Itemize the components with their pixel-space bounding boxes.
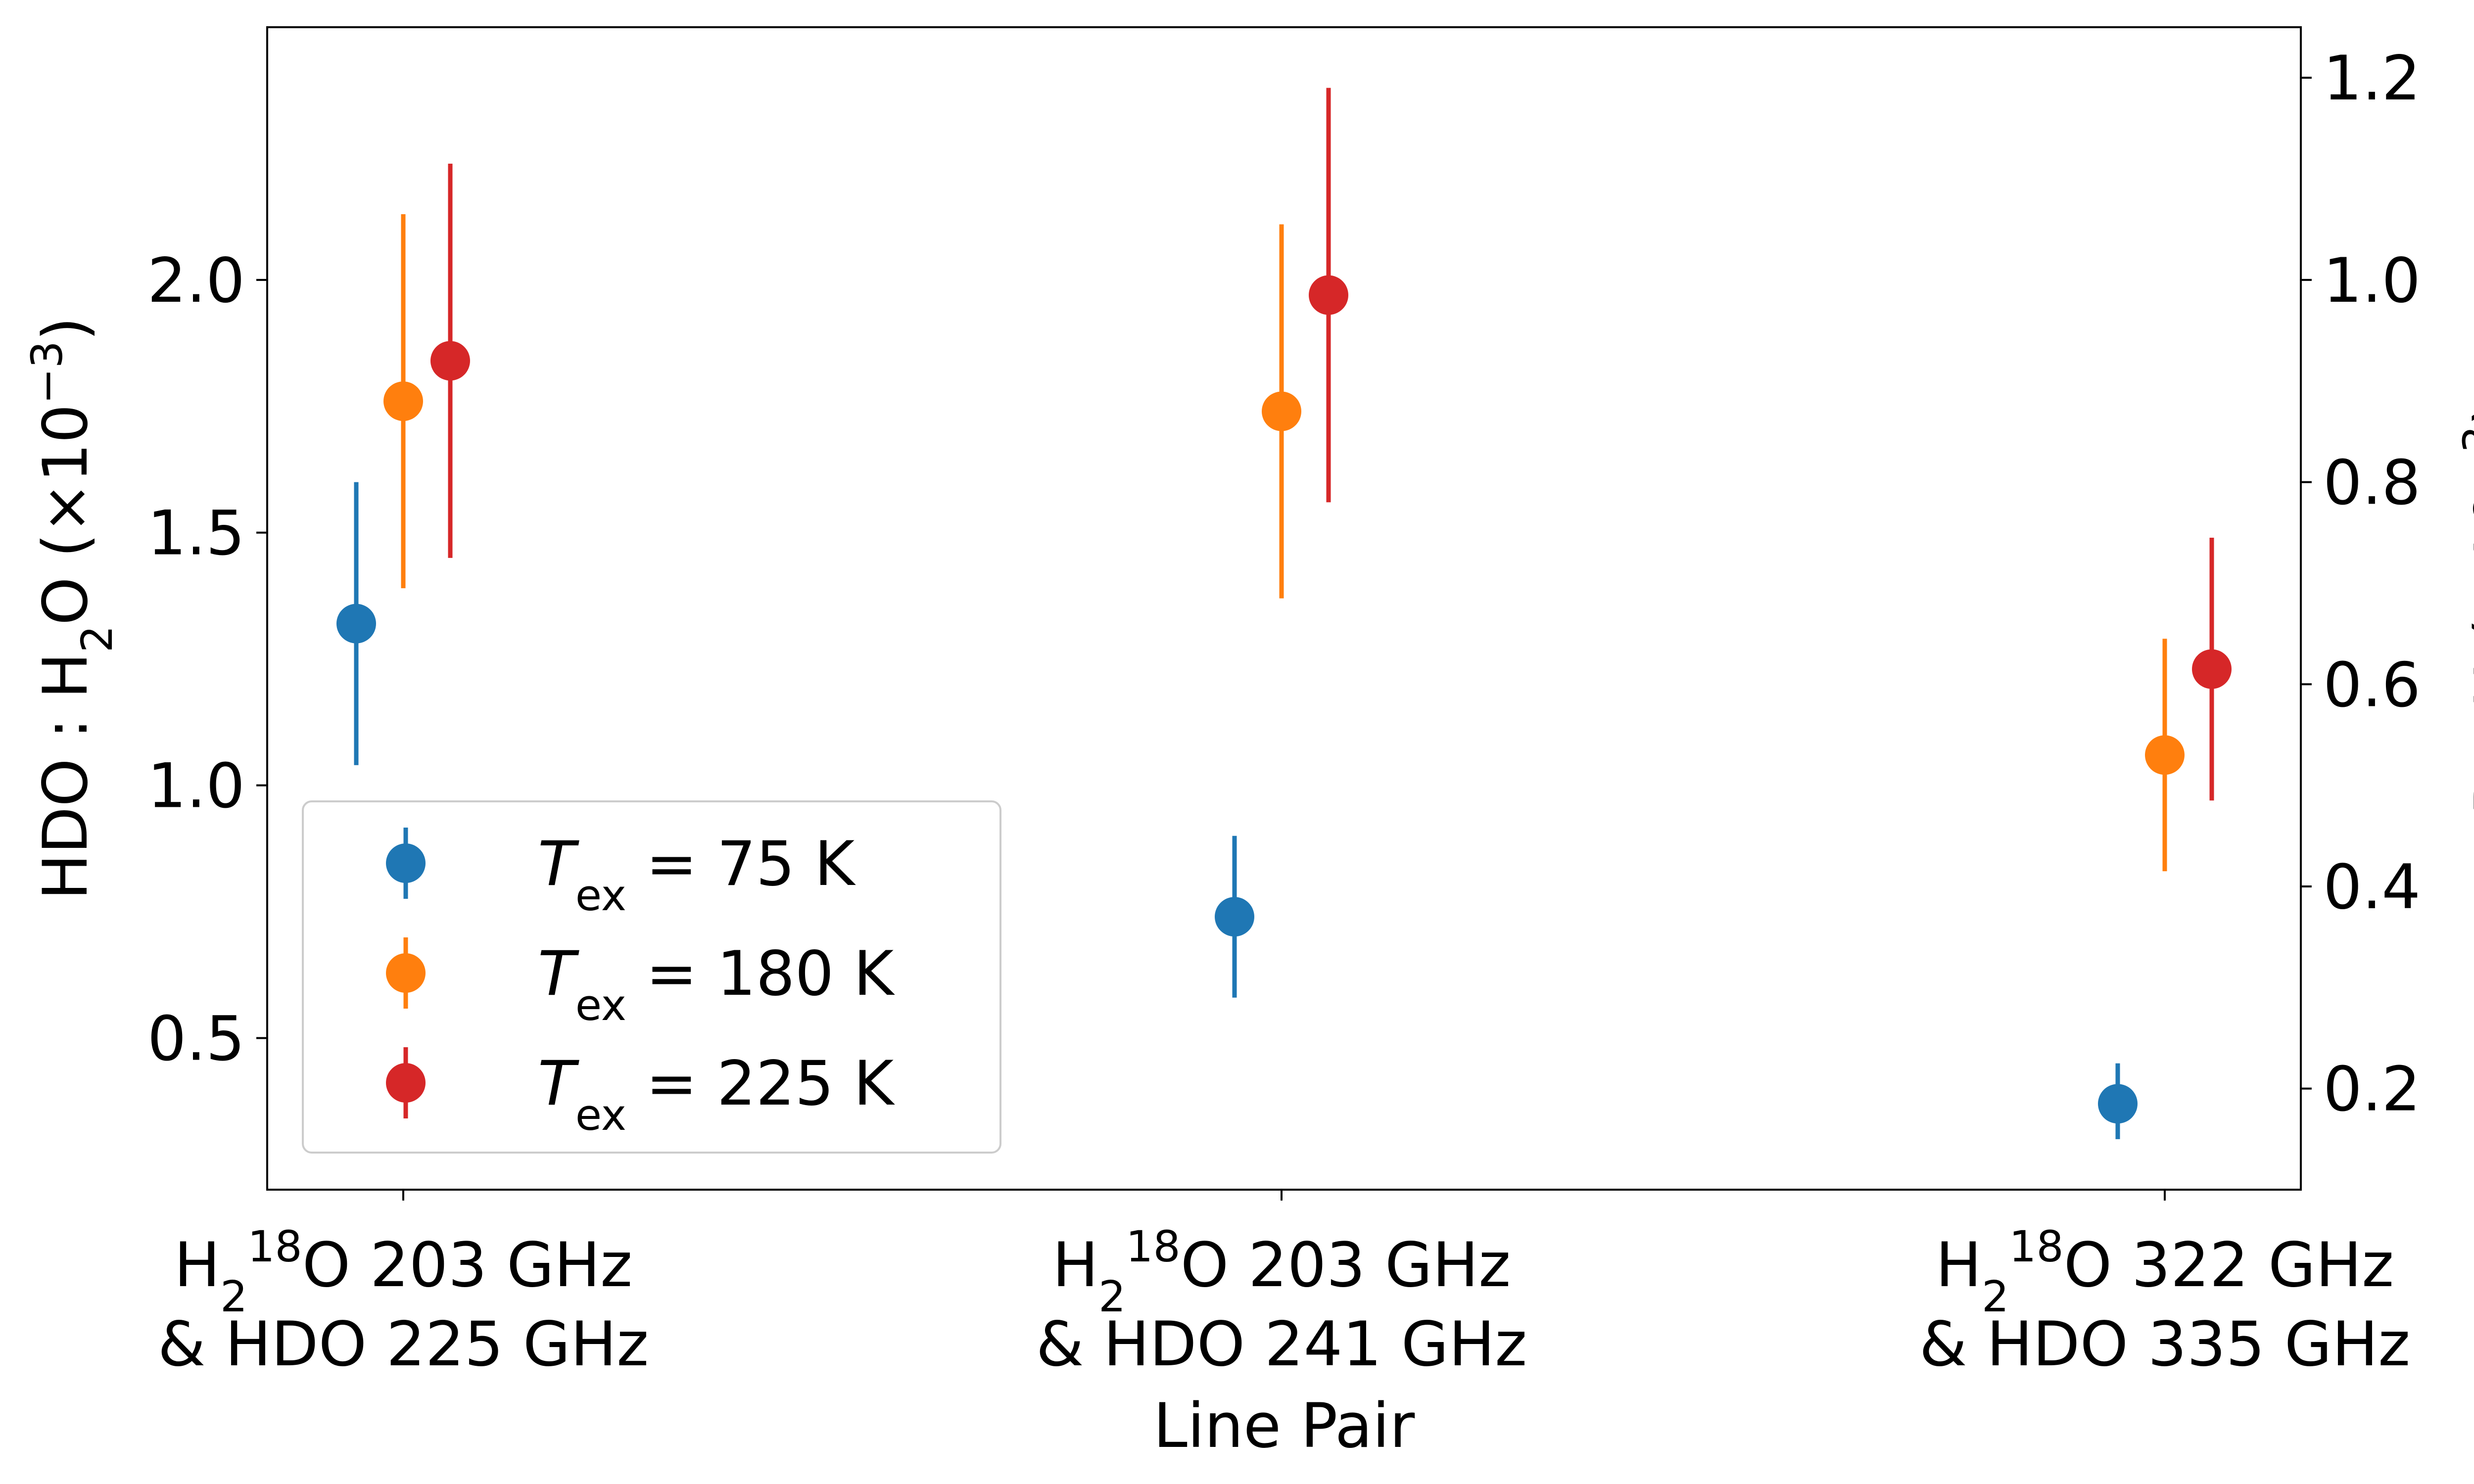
data-point	[1309, 275, 1348, 315]
data-point	[2145, 735, 2185, 775]
x-tick-label-line1: H218O 203 GHz	[1052, 1222, 1511, 1322]
plot-frame	[266, 26, 2302, 1191]
x-tick-label-line2: & HDO 241 GHz	[1036, 1309, 1527, 1380]
data-point	[336, 603, 376, 644]
data-point	[1262, 391, 1301, 431]
legend-marker	[386, 843, 426, 883]
data-point	[430, 341, 470, 381]
left-y-tick-label: 1.0	[147, 751, 245, 822]
right-y-tick-label: 0.2	[2323, 1054, 2421, 1125]
right-y-tick-label: 1.2	[2323, 43, 2421, 114]
right-y-tick-label: 0.6	[2323, 649, 2421, 721]
legend-marker	[386, 953, 426, 993]
left-y-axis-label: HDO : H2O (×10−3)	[22, 317, 122, 900]
legend-marker	[386, 1063, 426, 1103]
data-point	[2192, 649, 2232, 689]
data-point	[2098, 1084, 2138, 1124]
legend-entry-label: Tex = 225 K	[538, 1048, 895, 1140]
legend-entry-label: Tex = 180 K	[538, 938, 895, 1030]
x-tick-label-line1: H218O 322 GHz	[1936, 1222, 2394, 1322]
data-point	[1215, 897, 1254, 937]
data-point	[383, 381, 423, 421]
x-tick-label-line1: H218O 203 GHz	[174, 1222, 632, 1322]
left-y-tick-label: 2.0	[147, 245, 245, 317]
right-y-tick-label: 1.0	[2323, 245, 2421, 317]
left-y-tick-label: 1.5	[147, 498, 245, 569]
legend-entry-label: Tex = 75 K	[538, 829, 856, 921]
legend-box	[302, 800, 1001, 1154]
right-y-axis-label: D : H (×10−3)	[2454, 402, 2474, 815]
left-y-tick-label: 0.5	[147, 1003, 245, 1074]
x-tick-label-line2: & HDO 225 GHz	[158, 1309, 649, 1380]
right-y-tick-label: 0.4	[2323, 852, 2421, 923]
x-tick-label-line2: & HDO 335 GHz	[1919, 1309, 2410, 1380]
right-y-tick-label: 0.8	[2323, 448, 2421, 519]
x-axis-label: Line Pair	[1153, 1391, 1415, 1462]
